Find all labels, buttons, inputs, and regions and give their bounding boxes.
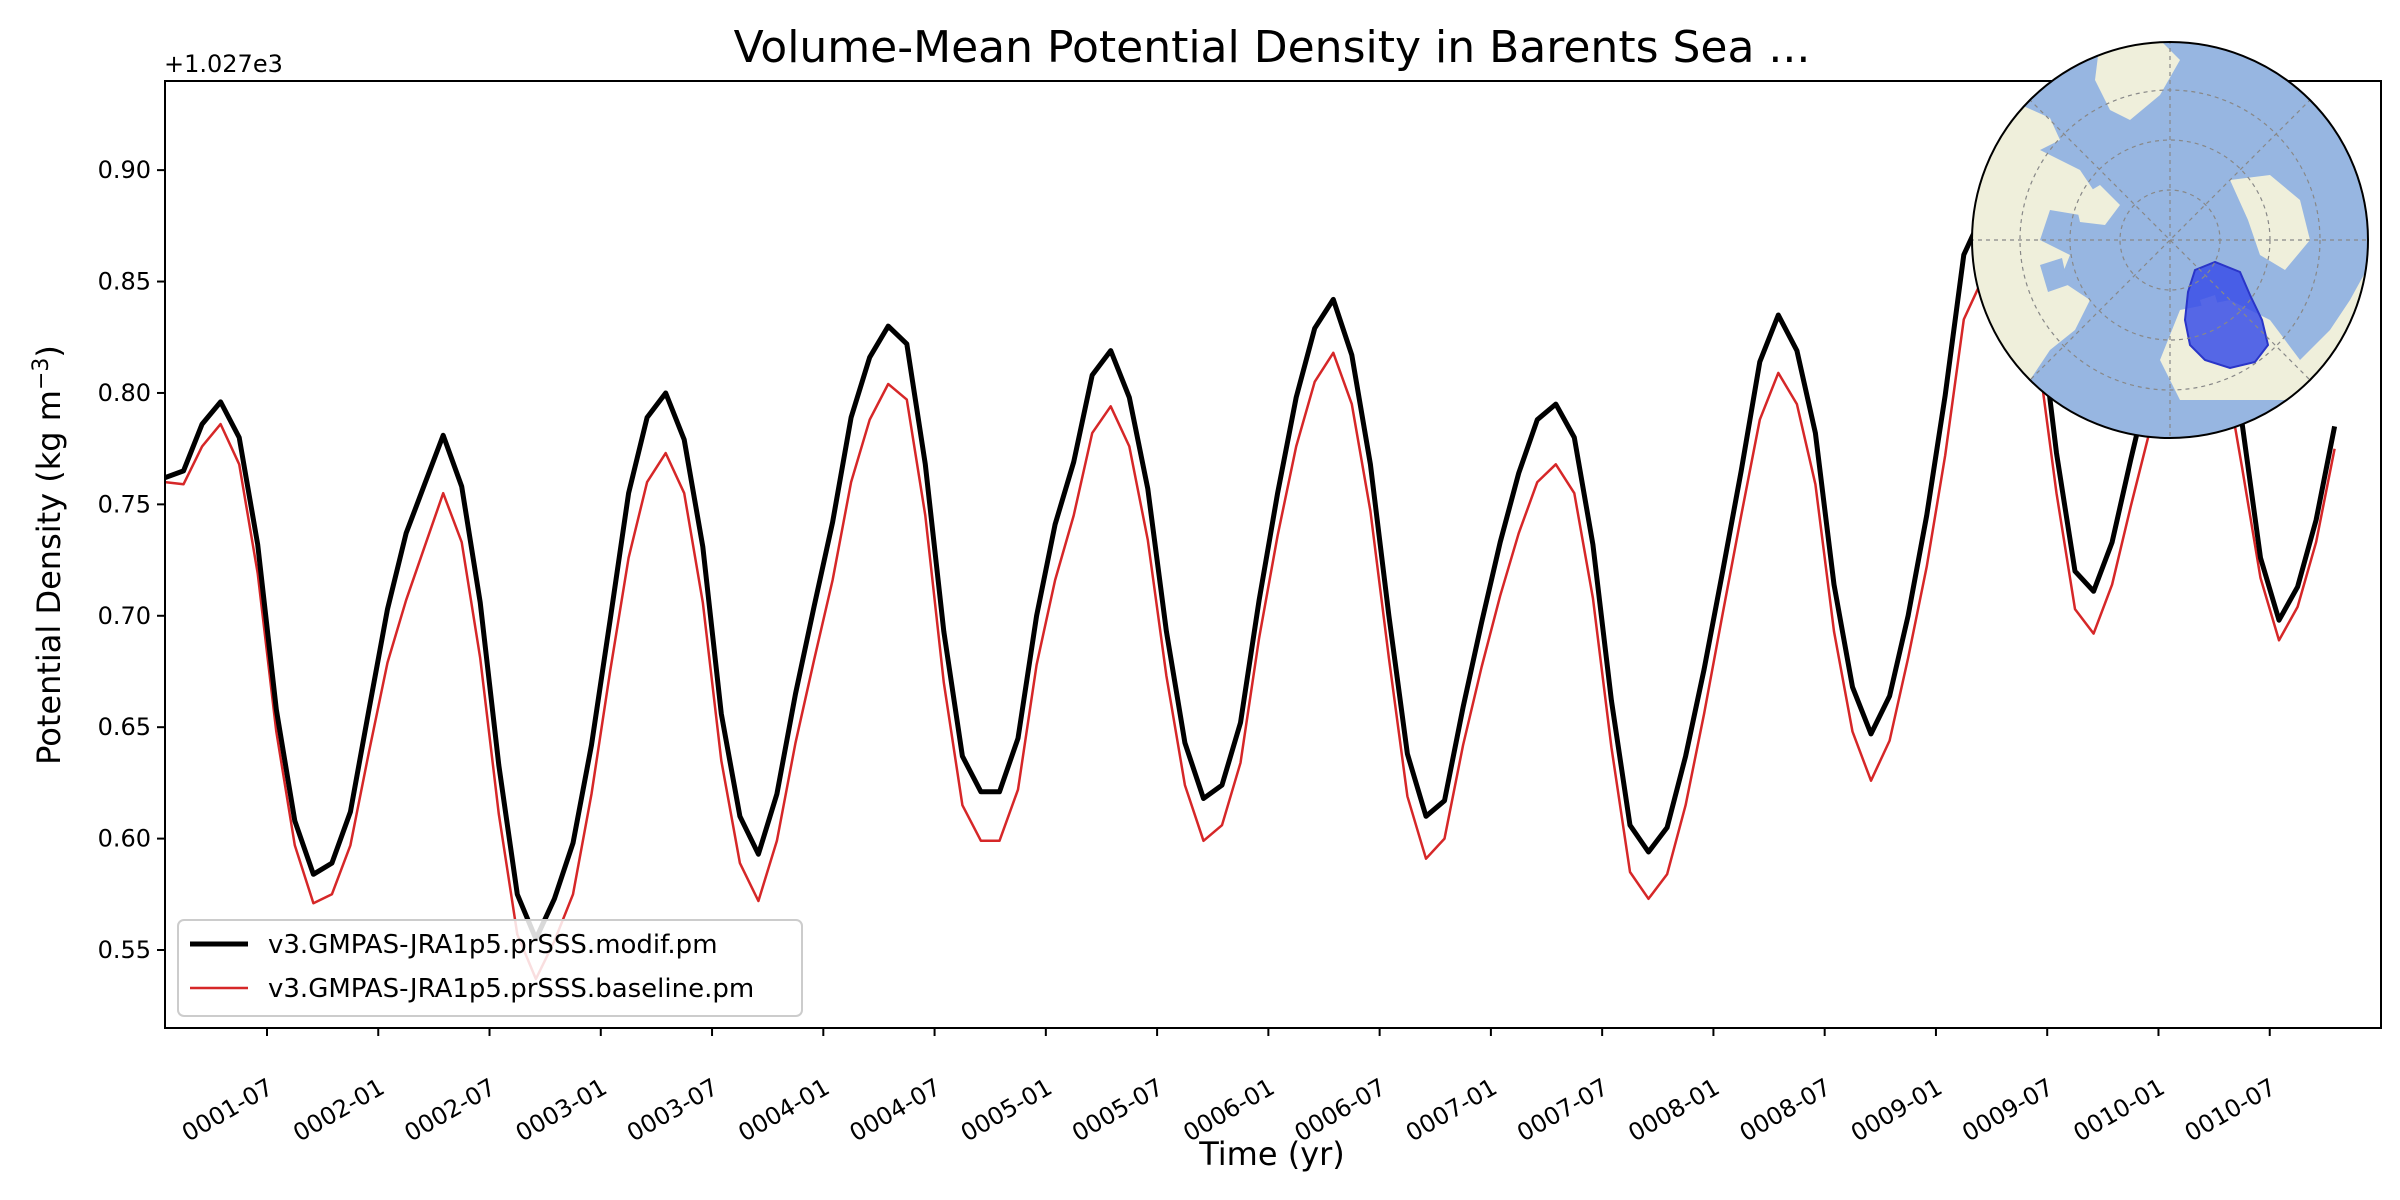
y-tick-label: 0.90 — [98, 156, 151, 184]
legend-label-baseline: v3.GMPAS-JRA1p5.prSSS.baseline.pm — [268, 974, 754, 1004]
y-tick-label: 0.85 — [98, 268, 151, 296]
y-tick-label: 0.70 — [98, 602, 151, 630]
y-tick-label: 0.75 — [98, 490, 151, 518]
y-axis-label: Potential Density (kg m−3) — [29, 345, 69, 765]
y-tick-label: 0.55 — [98, 936, 151, 964]
inset-map — [1971, 41, 2369, 439]
y-offset-text: +1.027e3 — [164, 50, 283, 78]
inset-graticule — [1972, 42, 2368, 438]
y-tick-label: 0.60 — [98, 825, 151, 853]
y-ticks: 0.55 0.60 0.65 0.70 0.75 0.80 0.85 0.90 — [98, 156, 165, 964]
inset-barents-region — [2183, 260, 2270, 370]
x-axis-label: Time (yr) — [1198, 1135, 1345, 1173]
y-axis-label-main: Potential Density (kg m — [30, 390, 68, 765]
y-tick-label: 0.65 — [98, 713, 151, 741]
legend-box — [177, 919, 803, 1017]
y-axis-label-suffix: ) — [30, 345, 68, 357]
y-axis-label-exponent: −3 — [29, 358, 54, 390]
legend: v3.GMPAS-JRA1p5.prSSS.modif.pm v3.GMPAS-… — [177, 919, 803, 1017]
legend-label-modif: v3.GMPAS-JRA1p5.prSSS.modif.pm — [268, 930, 718, 960]
inset-outline — [1971, 41, 2369, 439]
chart-title: Volume-Mean Potential Density in Barents… — [734, 22, 1811, 73]
axes-frame — [164, 80, 2382, 1029]
y-tick-label: 0.80 — [98, 379, 151, 407]
